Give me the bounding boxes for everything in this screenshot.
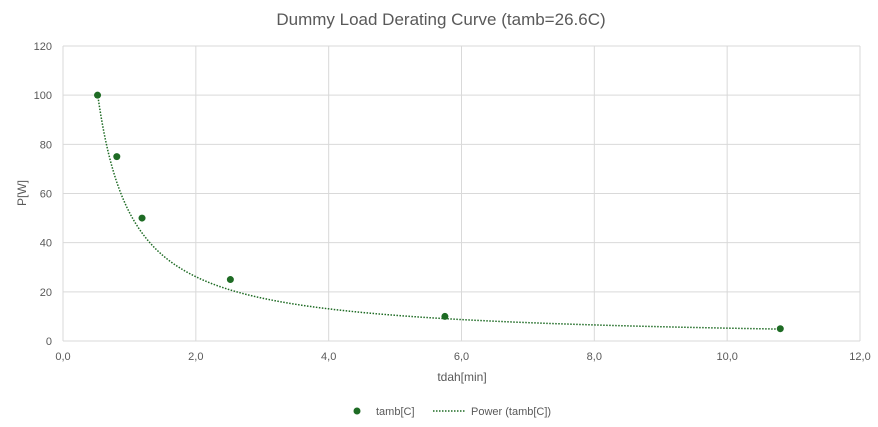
x-tick-label: 12,0 bbox=[849, 351, 870, 363]
x-axis-ticks: 0,0 2,0 4,0 6,0 8,0 10,0 12,0 bbox=[55, 351, 870, 363]
x-tick-label: 10,0 bbox=[716, 351, 737, 363]
legend-entry-trendline: Power (tamb[C]) bbox=[471, 406, 551, 418]
data-point bbox=[226, 276, 234, 284]
legend: tamb[C] Power (tamb[C]) bbox=[353, 406, 551, 418]
data-point bbox=[441, 312, 449, 320]
x-tick-label: 6,0 bbox=[454, 351, 469, 363]
y-axis-ticks: 0 20 40 60 80 100 120 bbox=[34, 41, 52, 348]
y-tick-label: 120 bbox=[34, 41, 52, 53]
legend-entry-markers: tamb[C] bbox=[376, 406, 415, 418]
chart-title: Dummy Load Derating Curve (tamb=26.6C) bbox=[276, 10, 605, 29]
data-point bbox=[94, 91, 102, 99]
x-axis-label: tdah[min] bbox=[437, 370, 486, 384]
y-tick-label: 0 bbox=[46, 336, 52, 348]
y-tick-label: 20 bbox=[40, 287, 52, 299]
power-trendline bbox=[96, 93, 781, 330]
y-tick-label: 80 bbox=[40, 139, 52, 151]
data-point bbox=[138, 214, 146, 222]
y-tick-label: 100 bbox=[34, 90, 52, 102]
legend-marker-icon bbox=[353, 407, 361, 415]
x-tick-label: 4,0 bbox=[321, 351, 336, 363]
x-tick-label: 0,0 bbox=[55, 351, 70, 363]
gridlines bbox=[62, 45, 861, 342]
y-axis-label: P[W] bbox=[15, 180, 29, 206]
y-tick-label: 40 bbox=[40, 238, 52, 250]
x-tick-label: 8,0 bbox=[587, 351, 602, 363]
y-tick-label: 60 bbox=[40, 189, 52, 201]
trendline-series bbox=[96, 93, 781, 330]
data-point bbox=[113, 153, 121, 161]
data-point bbox=[776, 325, 784, 333]
x-tick-label: 2,0 bbox=[188, 351, 203, 363]
marker-series bbox=[94, 91, 784, 333]
